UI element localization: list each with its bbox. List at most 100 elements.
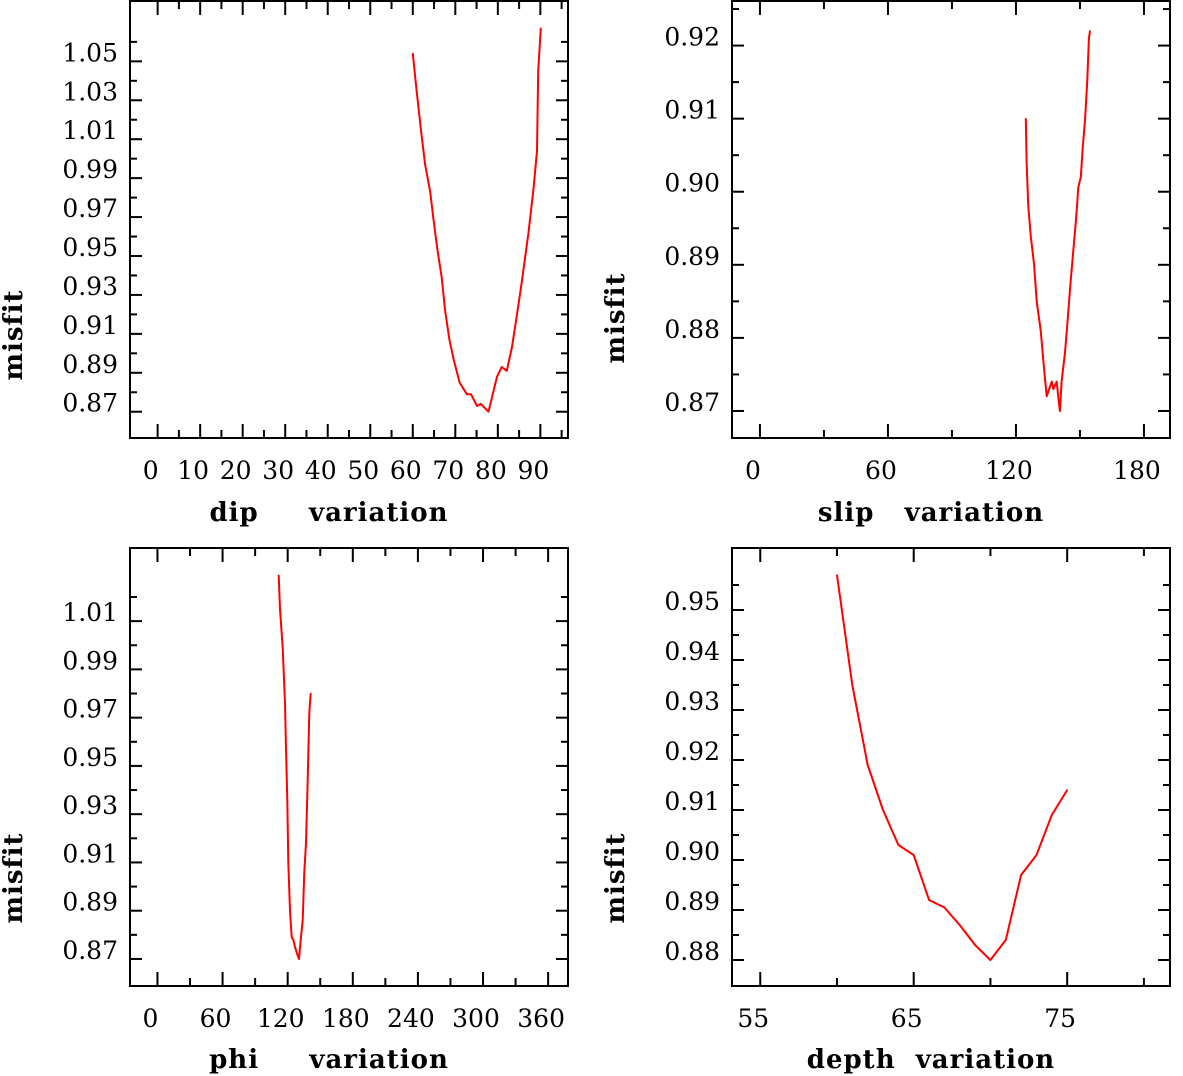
data-point bbox=[415, 89, 418, 92]
data-point bbox=[912, 854, 915, 856]
data-point bbox=[294, 946, 296, 948]
x-tick-label: 180 bbox=[322, 1004, 370, 1033]
data-point bbox=[1004, 939, 1007, 941]
data-point bbox=[308, 712, 311, 714]
data-point bbox=[420, 128, 422, 131]
y-tick-label: 0.89 bbox=[62, 350, 118, 379]
x-tick-label: 180 bbox=[1113, 456, 1161, 485]
y-tick-label: 0.90 bbox=[664, 837, 720, 866]
x-axis-label: depth variation bbox=[807, 1045, 1055, 1075]
x-tick-label: 80 bbox=[475, 456, 507, 485]
data-point bbox=[448, 338, 451, 341]
data-point bbox=[298, 958, 300, 960]
data-point bbox=[476, 405, 478, 407]
data-point bbox=[1081, 147, 1084, 149]
y-axis-label: misfit bbox=[0, 832, 29, 923]
data-point bbox=[480, 403, 482, 405]
y-tick-label: 0.91 bbox=[664, 96, 720, 125]
x-tick-label: 120 bbox=[985, 456, 1033, 485]
y-tick-label: 1.01 bbox=[62, 116, 118, 145]
x-tick-label: 60 bbox=[200, 1004, 232, 1033]
data-point bbox=[1057, 399, 1060, 401]
data-point bbox=[505, 370, 508, 372]
data-point bbox=[424, 163, 426, 166]
x-tick-label: 55 bbox=[737, 1004, 769, 1033]
data-point bbox=[287, 861, 290, 864]
data-point bbox=[1048, 388, 1051, 390]
data-point bbox=[281, 646, 284, 649]
data-point bbox=[1024, 117, 1027, 120]
data-point bbox=[1052, 388, 1055, 390]
phi-variation-panel: 0 60 120 180 240 300 360 0.87 0.89 0.91 0.93 0.95 0.… bbox=[0, 547, 569, 1075]
data-point bbox=[1020, 874, 1022, 876]
misfit-series-line bbox=[836, 574, 1069, 961]
data-point bbox=[432, 216, 434, 218]
y-tick-label: 0.88 bbox=[664, 315, 720, 344]
dip-variation-panel: 0 10 20 30 40 50 60 70 80 90 0.87 0.89 0.91 0.93 0.95 0… bbox=[0, 0, 569, 528]
data-point bbox=[292, 938, 295, 941]
y-tick-label: 0.93 bbox=[62, 791, 118, 820]
x-tick-label: 70 bbox=[432, 456, 464, 485]
data-point bbox=[1069, 289, 1071, 292]
data-point bbox=[286, 798, 289, 801]
data-point bbox=[836, 574, 838, 576]
data-point bbox=[1089, 30, 1091, 32]
data-point bbox=[303, 871, 306, 873]
data-point bbox=[1077, 186, 1080, 189]
data-point bbox=[500, 366, 503, 368]
data-point bbox=[539, 27, 542, 30]
misfit-series-line bbox=[411, 28, 542, 413]
y-tick-label: 0.90 bbox=[664, 169, 720, 198]
data-point bbox=[429, 190, 432, 193]
data-point bbox=[285, 743, 287, 745]
data-point bbox=[296, 953, 299, 955]
data-point bbox=[537, 70, 540, 72]
y-tick-label: 0.95 bbox=[62, 743, 118, 772]
y-tick-label: 0.91 bbox=[664, 787, 720, 816]
data-point bbox=[1035, 300, 1038, 303]
x-tick-label: 240 bbox=[387, 1004, 435, 1033]
y-tick-label: 1.03 bbox=[62, 77, 118, 106]
plot-frame bbox=[129, 547, 569, 987]
data-point bbox=[465, 393, 468, 396]
data-point bbox=[520, 282, 523, 285]
data-point bbox=[527, 231, 530, 234]
data-point bbox=[536, 150, 538, 152]
x-axis-label: slip variation bbox=[818, 498, 1044, 528]
y-tick-label: 0.93 bbox=[664, 687, 720, 716]
x-tick-label: 120 bbox=[257, 1004, 305, 1033]
y-tick-label: 0.87 bbox=[664, 388, 720, 417]
misfit-series-line bbox=[277, 575, 312, 960]
x-tick-label: 90 bbox=[517, 456, 549, 485]
plot-frame bbox=[129, 0, 569, 439]
data-point bbox=[496, 375, 498, 378]
data-point bbox=[1055, 380, 1058, 383]
data-point bbox=[1029, 234, 1032, 237]
y-tick-label: 0.97 bbox=[62, 695, 118, 724]
x-tick-label: 50 bbox=[347, 456, 379, 485]
data-point bbox=[306, 779, 309, 782]
y-axis-label: misfit bbox=[601, 272, 631, 363]
x-tick-label: 60 bbox=[390, 456, 422, 485]
data-point bbox=[1064, 351, 1066, 354]
x-tick-label: 65 bbox=[891, 1004, 923, 1033]
y-tick-label: 0.91 bbox=[62, 839, 118, 868]
y-tick-label: 0.88 bbox=[664, 937, 720, 966]
data-point bbox=[851, 684, 854, 686]
data-point bbox=[458, 381, 461, 384]
data-point bbox=[511, 346, 513, 349]
data-point bbox=[989, 959, 992, 961]
data-point bbox=[866, 764, 869, 766]
data-point bbox=[289, 909, 291, 912]
data-point bbox=[284, 702, 286, 704]
data-point bbox=[516, 313, 518, 316]
data-point bbox=[1045, 395, 1048, 398]
data-point bbox=[882, 809, 884, 811]
data-point bbox=[1086, 81, 1089, 83]
y-tick-label: 0.92 bbox=[664, 737, 720, 766]
data-point bbox=[1039, 329, 1042, 332]
y-tick-label: 0.89 bbox=[664, 887, 720, 916]
data-point bbox=[279, 608, 281, 610]
y-tick-label: 0.89 bbox=[62, 888, 118, 917]
